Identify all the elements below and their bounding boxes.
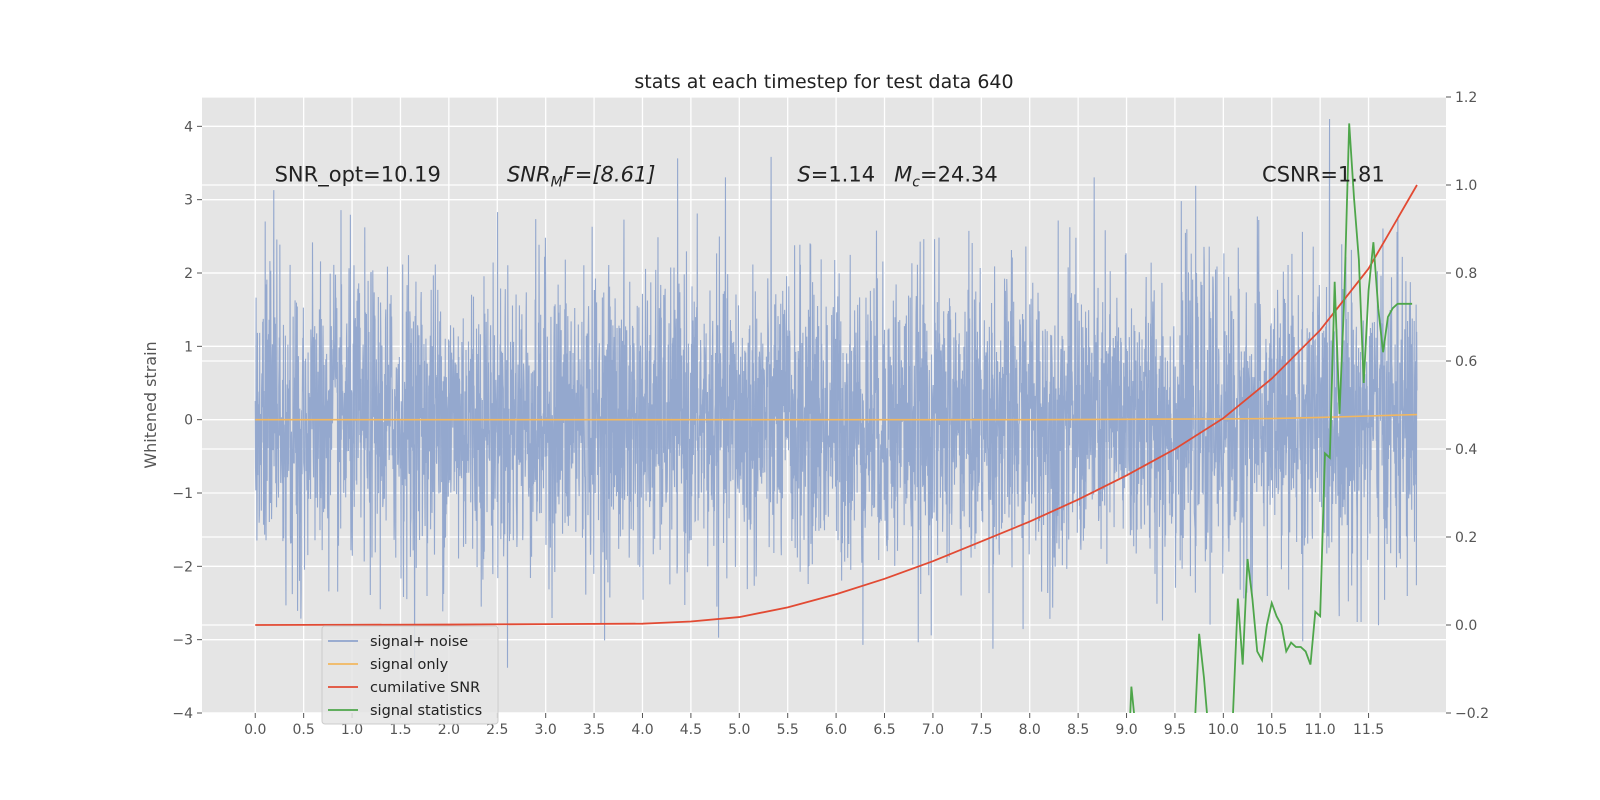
y-right-tick-label: 0.2	[1455, 530, 1477, 546]
series-line-3	[1129, 123, 1413, 713]
x-tick-label: 9.5	[1164, 722, 1186, 738]
x-tick-label: 3.0	[535, 722, 557, 738]
x-axis: 0.0 0.5 1.0 1.5 2.0 2.5 3.0 3.5 4.0 4.5 5.0 5.5 6.0 6…	[244, 713, 1384, 738]
legend-label: cumilative SNR	[370, 680, 480, 696]
y-tick-label: 4	[184, 119, 193, 135]
chart-title: stats at each timestep for test data 640	[634, 71, 1013, 93]
y-tick-label: −4	[172, 706, 193, 722]
x-tick-label: 6.5	[873, 722, 895, 738]
x-tick-label: 10.0	[1208, 722, 1239, 738]
y-right-tick-label: −0.2	[1455, 706, 1489, 722]
y-tick-label: 3	[184, 193, 193, 209]
y-tick-label: −1	[172, 486, 193, 502]
y-tick-label: −2	[172, 559, 193, 575]
x-tick-label: 9.0	[1115, 722, 1137, 738]
x-tick-label: 8.0	[1019, 722, 1041, 738]
legend-box	[321, 625, 499, 725]
series-line-2	[255, 184, 1418, 626]
y-right-tick-label: 0.8	[1455, 266, 1477, 282]
y-axis-right: 1.2 1.0 0.8 0.6 0.4 0.2 0.0 −0.2	[1446, 90, 1489, 722]
x-tick-label: 10.5	[1256, 722, 1287, 738]
series-line-1	[255, 413, 1417, 421]
x-tick-label: 11.5	[1353, 722, 1384, 738]
x-tick-label: 1.5	[389, 722, 411, 738]
series-line-signal-noise	[254, 118, 1418, 668]
legend-label: signal+ noise	[370, 634, 468, 650]
annotation-snr-opt: SNR_opt=10.19	[275, 162, 441, 187]
y-tick-label: 1	[184, 339, 193, 355]
annotation-csnr: CSNR=1.81	[1262, 162, 1385, 186]
y-tick-label: 2	[184, 266, 193, 282]
x-tick-label: 5.5	[777, 722, 799, 738]
y-tick-label: 0	[184, 413, 193, 429]
y-right-tick-label: 1.0	[1455, 178, 1477, 194]
series-layer	[255, 123, 1418, 713]
y-tick-label: −3	[172, 633, 193, 649]
x-tick-label: 7.0	[922, 722, 944, 738]
legend: signal+ noise signal only cumilative SNR si…	[321, 625, 499, 725]
y-axis-title: Whitened strain	[141, 341, 160, 468]
signal-noise-series	[254, 118, 1418, 668]
y-right-tick-label: 1.2	[1455, 90, 1477, 106]
x-tick-label: 4.5	[680, 722, 702, 738]
x-tick-label: 6.0	[825, 722, 847, 738]
annotation-mc-value: Mc=24.34	[894, 162, 998, 190]
x-tick-label: 2.5	[486, 722, 508, 738]
y-right-tick-label: 0.6	[1455, 354, 1477, 370]
legend-label: signal only	[370, 657, 449, 673]
x-tick-label: 7.5	[970, 722, 992, 738]
x-tick-label: 2.0	[438, 722, 460, 738]
y-right-tick-label: 0.0	[1455, 618, 1477, 634]
y-right-tick-label: 0.4	[1455, 442, 1477, 458]
x-tick-label: 0.5	[293, 722, 315, 738]
annotations: SNR_opt=10.19 SNRMF=[8.61] S=1.14 Mc=24.34 C…	[275, 162, 1385, 190]
x-tick-label: 5.0	[728, 722, 750, 738]
x-tick-label: 11.0	[1305, 722, 1336, 738]
y-axis-left: 4 3 2 1 0 −1 −2 −3 −4	[172, 119, 202, 722]
x-tick-label: 1.0	[341, 722, 363, 738]
x-tick-label: 0.0	[244, 722, 266, 738]
x-tick-label: 3.5	[583, 722, 605, 738]
x-tick-label: 4.0	[631, 722, 653, 738]
legend-label: signal statistics	[370, 703, 482, 719]
annotation-snr-mf: SNRMF=[8.61]	[507, 162, 656, 190]
x-tick-label: 8.5	[1067, 722, 1089, 738]
annotation-s-value: S=1.14	[797, 162, 875, 186]
